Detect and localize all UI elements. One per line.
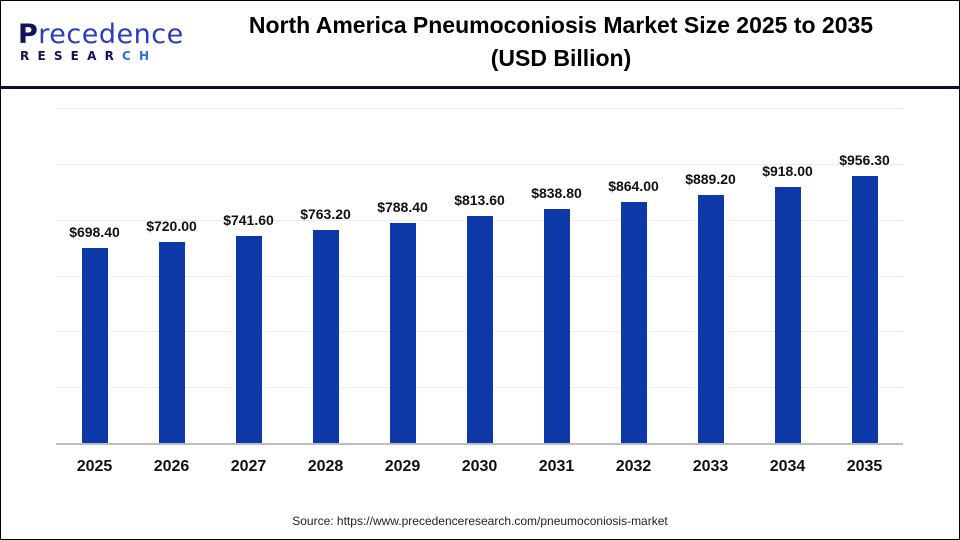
bar-2034 bbox=[774, 186, 801, 443]
logo-wordmark: Precedence bbox=[18, 19, 184, 50]
x-tick-label: 2026 bbox=[153, 458, 190, 475]
x-tick-label: 2032 bbox=[615, 458, 652, 475]
value-label: $741.60 bbox=[223, 211, 274, 228]
bar-2027 bbox=[235, 235, 262, 443]
bar-2031 bbox=[543, 208, 570, 443]
value-label: $838.80 bbox=[531, 184, 582, 201]
x-tick-label: 2030 bbox=[461, 458, 498, 475]
x-tick-label: 2029 bbox=[384, 458, 421, 475]
gridline bbox=[56, 163, 903, 165]
header: Precedence RESEARCH North America Pneumo… bbox=[1, 1, 959, 89]
bar-2032 bbox=[620, 201, 647, 443]
logo-subtitle: RESEARCH bbox=[20, 49, 158, 63]
bar-2025 bbox=[81, 248, 108, 443]
bar-2026 bbox=[158, 242, 185, 443]
value-label: $956.30 bbox=[839, 152, 890, 169]
value-label: $763.20 bbox=[300, 205, 351, 222]
chart-title: North America Pneumoconiosis Market Size… bbox=[211, 9, 911, 75]
value-label: $889.20 bbox=[685, 170, 736, 187]
value-label: $918.00 bbox=[762, 162, 813, 179]
bar-2028 bbox=[312, 229, 339, 443]
x-tick-label: 2035 bbox=[846, 458, 883, 475]
value-label: $864.00 bbox=[608, 177, 659, 194]
bar-2033 bbox=[697, 194, 724, 443]
bar-2035 bbox=[851, 176, 878, 443]
x-axis-line bbox=[56, 443, 903, 445]
chart-title-line2: (USD Billion) bbox=[490, 45, 632, 71]
x-tick-label: 2028 bbox=[307, 458, 344, 475]
x-tick-label: 2033 bbox=[692, 458, 729, 475]
value-label: $698.40 bbox=[69, 224, 120, 241]
x-tick-label: 2031 bbox=[538, 458, 575, 475]
value-label: $788.40 bbox=[377, 198, 428, 215]
chart-title-line1: North America Pneumoconiosis Market Size… bbox=[248, 12, 874, 38]
x-tick-label: 2034 bbox=[769, 458, 806, 475]
value-label: $720.00 bbox=[146, 218, 197, 234]
value-label: $813.60 bbox=[454, 191, 505, 208]
bar-2030 bbox=[466, 215, 493, 443]
x-tick-label: 2025 bbox=[76, 458, 113, 475]
source-note: Source: https://www.precedenceresearch.c… bbox=[292, 514, 668, 528]
plot-area bbox=[56, 108, 903, 445]
bar-2029 bbox=[389, 222, 416, 443]
x-tick-label: 2027 bbox=[230, 458, 267, 475]
precedence-research-logo: Precedence RESEARCH bbox=[18, 21, 183, 65]
gridline bbox=[56, 108, 903, 109]
